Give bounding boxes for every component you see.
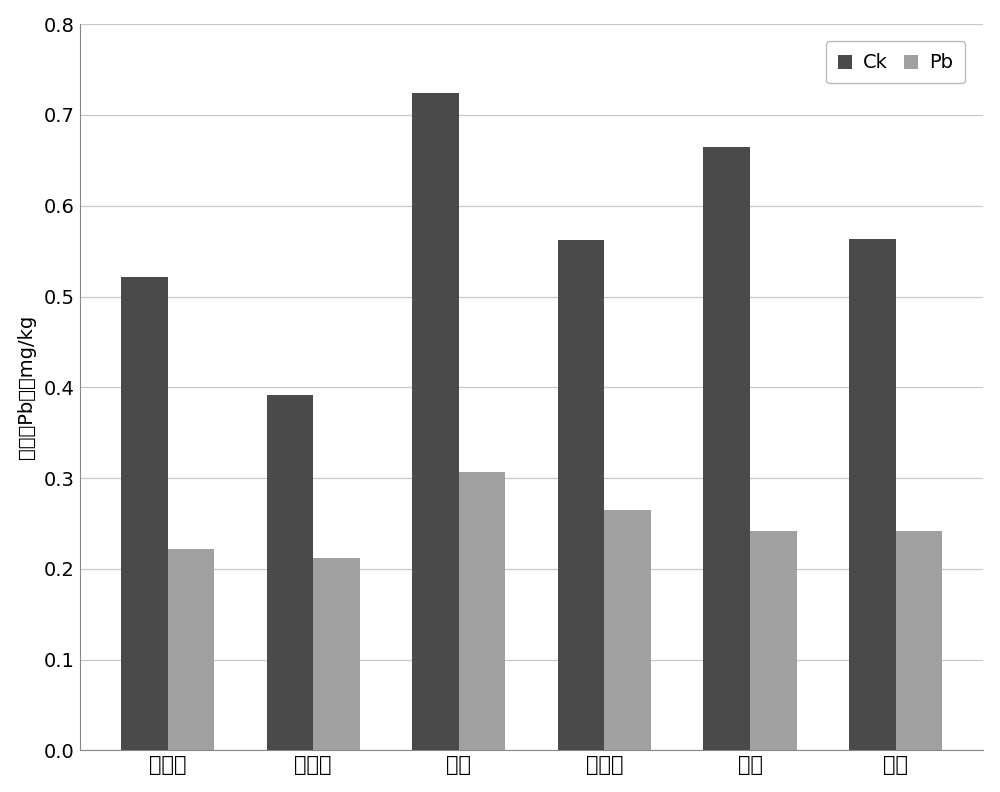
- Bar: [604, 510, 651, 751]
- Y-axis label: 蔬菜中Pb含量mg/kg: 蔬菜中Pb含量mg/kg: [17, 315, 36, 459]
- Bar: [558, 240, 604, 751]
- Bar: [459, 472, 505, 751]
- Bar: [168, 549, 214, 751]
- Bar: [121, 276, 168, 751]
- Bar: [412, 93, 459, 751]
- Bar: [750, 531, 797, 751]
- Bar: [849, 239, 896, 751]
- Bar: [703, 147, 750, 751]
- Legend: Ck, Pb: Ck, Pb: [826, 41, 965, 83]
- Bar: [896, 531, 942, 751]
- Bar: [267, 394, 313, 751]
- Bar: [313, 558, 360, 751]
